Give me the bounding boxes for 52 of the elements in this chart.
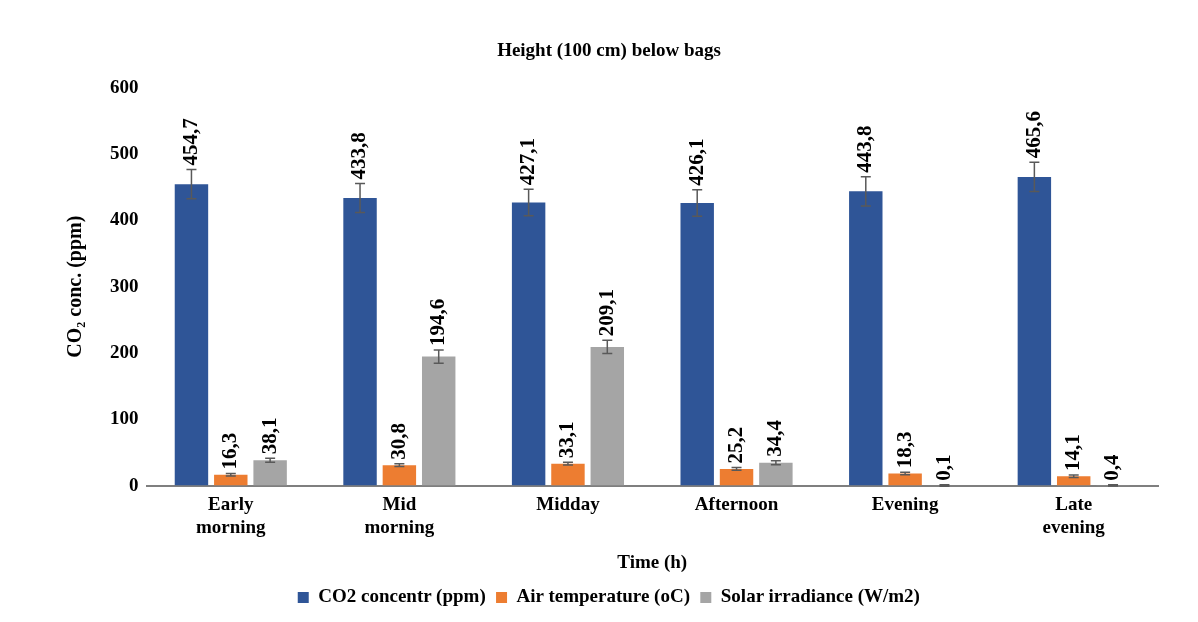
bar <box>511 202 546 486</box>
x-tick-label: Late evening <box>1042 492 1106 537</box>
y-tick-label: 400 <box>110 208 139 230</box>
x-tick-label: Afternoon <box>694 492 779 514</box>
x-tick-label: Early morning <box>195 492 267 537</box>
data-label: 443,8 <box>852 125 877 173</box>
data-label: 18,3 <box>891 431 916 469</box>
data-label: 16,3 <box>217 432 242 470</box>
bar <box>719 468 754 486</box>
x-tick-label: Evening <box>871 492 939 514</box>
bar <box>382 465 417 486</box>
bar <box>174 184 209 486</box>
data-label: 426,1 <box>683 138 708 186</box>
bar <box>759 462 793 486</box>
chart-title: Height (100 cm) below bags <box>497 39 721 62</box>
y-tick-label: 300 <box>110 274 139 296</box>
bar <box>680 203 714 486</box>
data-label: 14,1 <box>1060 434 1085 471</box>
data-label: 34,4 <box>762 419 787 457</box>
x-tick-label: Midday <box>536 492 601 514</box>
y-tick-label: 600 <box>110 75 139 97</box>
bar <box>849 191 883 486</box>
data-label: 0,4 <box>1099 453 1124 481</box>
y-tick-label: 100 <box>110 407 139 429</box>
data-label: 427,1 <box>515 137 540 186</box>
data-label: 209,1 <box>593 289 618 337</box>
data-label: 194,6 <box>425 298 450 346</box>
data-label: 38,1 <box>256 417 281 455</box>
bar <box>421 356 456 486</box>
x-axis-title: Time (h) <box>617 550 688 573</box>
y-tick-label: 0 <box>129 473 139 495</box>
y-tick-label: 200 <box>110 340 139 362</box>
data-label: 30,8 <box>385 423 410 460</box>
data-label: 0,1 <box>930 454 955 481</box>
bar <box>590 346 625 486</box>
y-axis-title: CO₂ conc. (ppm) <box>63 215 87 358</box>
data-label: 465,6 <box>1020 111 1045 159</box>
data-label: 25,2 <box>722 426 747 464</box>
bar <box>1017 176 1052 486</box>
legend-label: Solar irradiance (W/m2) <box>720 585 920 608</box>
bar <box>1056 476 1091 486</box>
legend-label: CO2 concentr (ppm) <box>318 585 486 608</box>
legend-label: Air temperature (oC) <box>516 585 690 608</box>
data-label: 454,7 <box>177 118 202 166</box>
bar <box>253 460 287 486</box>
data-label: 433,8 <box>346 132 371 180</box>
data-label: 33,1 <box>554 421 579 459</box>
bar <box>888 473 922 486</box>
bar <box>343 197 377 486</box>
bar <box>551 463 585 486</box>
x-tick-label: Mid morning <box>364 492 435 537</box>
y-tick-label: 500 <box>110 142 139 164</box>
